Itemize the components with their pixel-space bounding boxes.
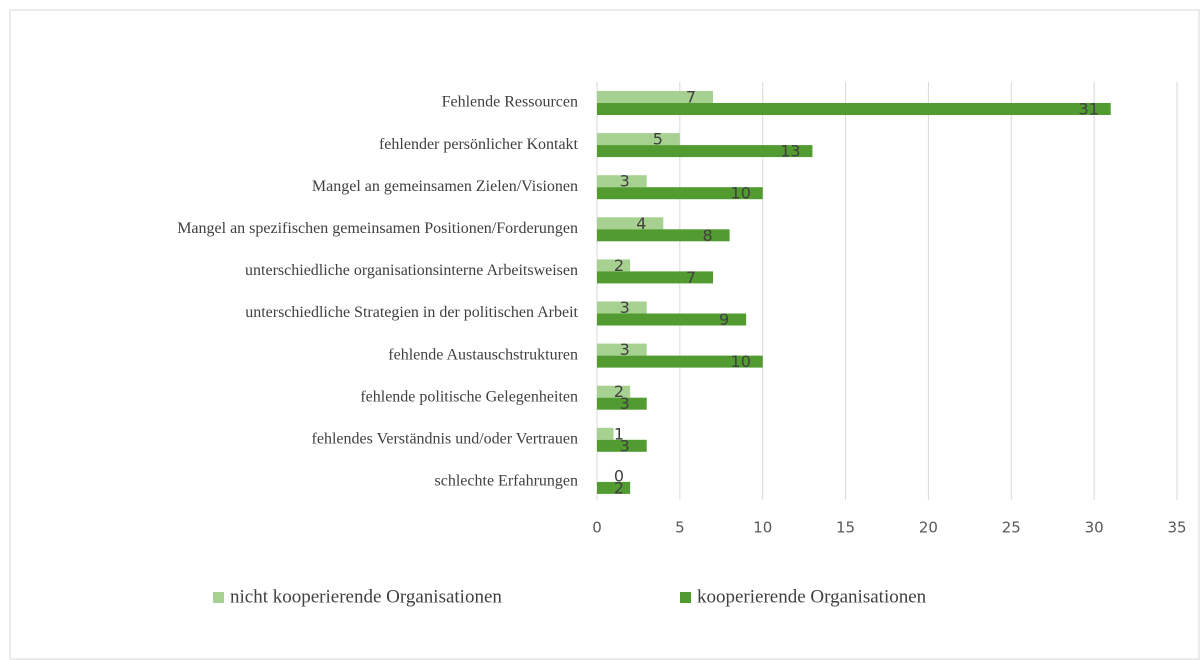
data-label: 2: [614, 478, 624, 497]
x-tick-label: 0: [592, 519, 602, 537]
y-tick-label: fehlende politische Gelegenheiten: [360, 388, 578, 405]
data-label: 3: [620, 436, 630, 455]
data-label: 3: [620, 172, 630, 191]
x-tick-label: 5: [675, 519, 685, 537]
y-tick-label: Mangel an spezifischen gemeinsamen Posit…: [177, 220, 578, 237]
bar: [597, 343, 647, 356]
data-label: 4: [636, 214, 646, 233]
bar: [597, 229, 730, 242]
data-label: 3: [620, 394, 630, 413]
bar: [597, 187, 763, 200]
bar: [597, 103, 1111, 115]
x-tick-label: 30: [1085, 519, 1104, 537]
chart-frame: [9, 9, 1200, 660]
y-tick-label: schlechte Erfahrungen: [435, 473, 578, 490]
x-tick-label: 15: [836, 519, 855, 537]
data-label: 3: [620, 298, 630, 317]
bar: [597, 91, 713, 103]
x-tick-label: 35: [1167, 519, 1186, 537]
data-label: 8: [702, 226, 712, 245]
data-label: 1: [614, 424, 624, 443]
data-label: 2: [614, 382, 624, 401]
legend-swatch: [680, 592, 691, 603]
data-label: 9: [719, 310, 729, 329]
bar: [597, 301, 647, 314]
data-label: 7: [686, 268, 696, 287]
legend-label: nicht kooperierende Organisationen: [230, 586, 502, 607]
y-tick-label: Fehlende Ressourcen: [442, 94, 578, 111]
x-tick-label: 10: [753, 519, 772, 537]
data-label: 7: [686, 88, 696, 107]
bar: [597, 133, 680, 146]
data-label: 0: [614, 466, 624, 485]
bar: [597, 355, 763, 368]
bar: [597, 385, 631, 398]
y-tick-label: fehlende Austauschstrukturen: [388, 346, 578, 363]
x-tick-label: 25: [1002, 519, 1021, 537]
bar: [597, 397, 647, 410]
data-label: 13: [780, 142, 800, 161]
y-tick-label: unterschiedliche Strategien in der polit…: [245, 304, 578, 321]
data-label: 31: [1079, 100, 1099, 119]
y-tick-label: fehlender persönlicher Kontakt: [379, 136, 579, 153]
y-tick-label: unterschiedliche organisationsinterne Ar…: [245, 262, 578, 279]
bar: [597, 439, 647, 452]
data-label: 10: [731, 184, 751, 203]
data-label: 2: [614, 256, 624, 275]
y-tick-label: Mangel an gemeinsamen Zielen/Visionen: [312, 178, 578, 195]
bar: [597, 145, 813, 158]
y-tick-label: fehlendes Verständnis und/oder Vertrauen: [312, 430, 578, 447]
bar: [597, 271, 713, 284]
legend-label: kooperierende Organisationen: [697, 586, 927, 607]
legend-swatch: [213, 592, 224, 603]
data-label: 5: [653, 130, 663, 149]
bar: [597, 259, 631, 272]
x-tick-label: 20: [919, 519, 938, 537]
bar: [597, 481, 631, 494]
bar: [597, 217, 664, 230]
bar: [597, 175, 647, 188]
bar: [597, 427, 614, 440]
data-label: 3: [620, 340, 630, 359]
data-label: 10: [731, 352, 751, 371]
bar: [597, 313, 747, 326]
